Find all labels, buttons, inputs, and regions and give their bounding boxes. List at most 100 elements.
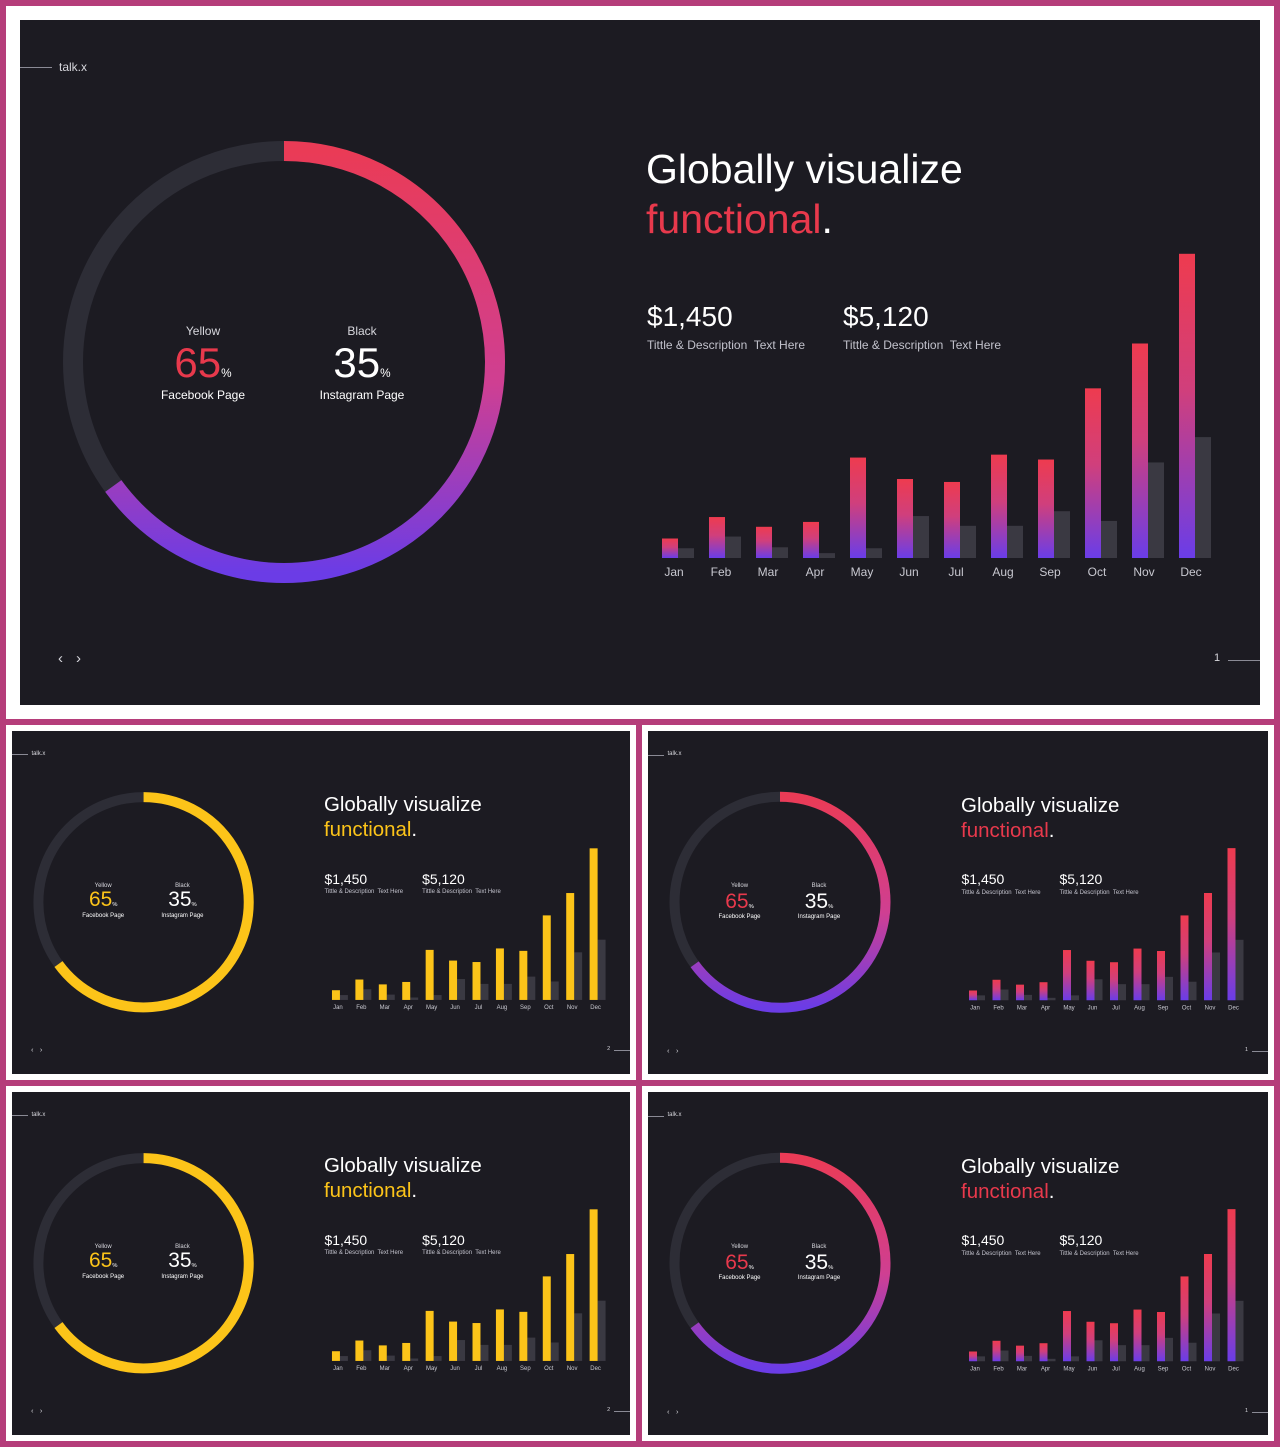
brand-logo: talk.x xyxy=(31,750,46,757)
bar-primary-jan xyxy=(331,1351,340,1361)
donut-left-caption: Yellow xyxy=(730,883,749,889)
page-rule xyxy=(614,1049,630,1051)
x-tick-label: Jun xyxy=(1088,1005,1098,1011)
slide-title: Globally visualize functional. xyxy=(646,144,963,244)
bar-secondary-apr xyxy=(410,997,419,1000)
slide-graphics: Jan Feb Mar Apr May Jun Jul Aug Sep Oct Nov Dec xyxy=(669,791,1244,1013)
page-rule xyxy=(1228,660,1260,661)
title-line-2: functional. xyxy=(961,1179,1119,1204)
brand-rule xyxy=(648,1115,664,1117)
title-period: . xyxy=(821,196,833,242)
bar-secondary-mar xyxy=(1024,994,1032,1001)
x-tick-label: Jul xyxy=(1112,1366,1120,1372)
bar-primary-jun xyxy=(897,479,913,558)
x-tick-label: Feb xyxy=(711,565,732,579)
stat-2: $5,120 Tittle & Description Text Here xyxy=(1060,1232,1139,1257)
donut-left-percent: 65% xyxy=(128,342,278,384)
bar-secondary-may xyxy=(866,548,882,558)
brand-logo: talk.x xyxy=(667,1112,682,1118)
bar-secondary-jun xyxy=(457,979,466,1000)
x-tick-label: Apr xyxy=(806,565,825,579)
next-slide-button[interactable]: › xyxy=(39,1044,43,1054)
x-tick-label: Jun xyxy=(450,1366,460,1372)
bar-primary-may xyxy=(850,457,866,558)
donut-arc xyxy=(54,792,254,1013)
donut-left-percent: 65% xyxy=(702,891,777,912)
bar-secondary-feb xyxy=(1000,989,1009,1001)
bar-primary-jun xyxy=(449,960,458,1000)
donut-right-caption: Black xyxy=(175,882,190,889)
bar-primary-apr xyxy=(402,1342,411,1361)
slide-2[interactable]: talk.x Jan Feb Mar Apr May Jun Jul Aug Sep Oct Nov D… xyxy=(12,731,630,1074)
bar-secondary-dec xyxy=(1235,1300,1244,1362)
x-tick-label: Nov xyxy=(1205,1005,1216,1011)
bar-secondary-jun xyxy=(913,516,929,558)
prev-slide-button[interactable]: ‹ xyxy=(30,1044,34,1054)
bar-primary-dec xyxy=(1179,253,1195,559)
x-tick-label: Jun xyxy=(899,565,918,579)
stat-1-description: Tittle & Description Text Here xyxy=(647,338,806,352)
bar-secondary-may xyxy=(1071,1356,1079,1362)
bar-primary-jan xyxy=(331,990,340,1000)
stat-2-value: $5,120 xyxy=(1059,1232,1103,1248)
prev-slide-button[interactable]: ‹ xyxy=(30,1405,34,1415)
bar-primary-may xyxy=(425,1310,434,1361)
stat-2-description: Tittle & Description Text Here xyxy=(1059,890,1139,896)
donut-left-label: Facebook Page xyxy=(82,913,125,920)
prev-slide-button[interactable]: ‹ xyxy=(667,1046,670,1055)
bar-secondary-jun xyxy=(1094,1340,1103,1362)
stat-1: $1,450 Tittle & Description Text Here xyxy=(962,1232,1041,1257)
bar-primary-may xyxy=(1063,950,1071,1001)
donut-left-value: 65 xyxy=(174,339,222,386)
slide-1[interactable]: talk.x Jan Feb Mar Apr May Jun Jul Aug Sep Oct Nov D… xyxy=(20,20,1260,705)
bar-primary-jan xyxy=(969,1351,977,1362)
bar-secondary-nov xyxy=(574,952,583,1000)
stat-1-value: $1,450 xyxy=(324,870,368,887)
next-slide-button[interactable]: › xyxy=(676,1046,679,1055)
slide-3[interactable]: talk.x Jan Feb Mar Apr May Jun Jul Aug Sep Oct Nov D… xyxy=(648,731,1268,1074)
bar-secondary-apr xyxy=(1047,997,1056,1001)
x-tick-label: Aug xyxy=(1134,1005,1145,1011)
donut-left-stat: Yellow 65% Facebook Page xyxy=(702,883,777,920)
page-number: 1 xyxy=(1214,652,1221,664)
next-slide-button[interactable]: › xyxy=(39,1405,43,1415)
x-tick-label: Jul xyxy=(475,1005,483,1011)
bar-secondary-aug xyxy=(503,983,512,1000)
stat-2: $5,120 Tittle & Description Text Here xyxy=(422,1232,501,1257)
prev-slide-button[interactable]: ‹ xyxy=(667,1407,670,1416)
donut-right-value: 35 xyxy=(168,888,192,912)
x-tick-label: May xyxy=(1063,1366,1074,1372)
x-tick-label: Mar xyxy=(1017,1366,1027,1372)
bar-primary-mar xyxy=(378,1345,387,1361)
bar-secondary-jan xyxy=(977,995,985,1001)
stat-2-value: $5,120 xyxy=(422,1231,465,1248)
bar-primary-feb xyxy=(355,1340,364,1361)
donut-right-stat: Black 35% Instagram Page xyxy=(782,1244,857,1281)
donut-right-percent: 35% xyxy=(782,1252,857,1273)
bar-secondary-aug xyxy=(1141,984,1150,1001)
donut-left-caption: Yellow xyxy=(94,882,112,889)
bar-secondary-jul xyxy=(960,525,976,558)
bar-secondary-may xyxy=(433,1356,442,1361)
stat-2-description: Tittle & Description Text Here xyxy=(422,1250,501,1257)
page-number: 1 xyxy=(1245,1047,1249,1053)
donut-left-percent: 65% xyxy=(66,1251,141,1272)
x-tick-label: May xyxy=(851,565,874,579)
donut-left-value: 65 xyxy=(725,890,749,913)
bar-secondary-feb xyxy=(363,1350,372,1361)
title-highlight: functional xyxy=(323,1179,412,1202)
donut-left-caption: Yellow xyxy=(730,1244,749,1250)
slide-4[interactable]: talk.x Jan Feb Mar Apr May Jun Jul Aug Sep Oct Nov D… xyxy=(12,1092,630,1435)
bar-secondary-nov xyxy=(574,1313,583,1361)
next-slide-button[interactable]: › xyxy=(676,1407,679,1416)
stat-1: $1,450 Tittle & Description Text Here xyxy=(647,300,805,352)
bar-secondary-oct xyxy=(1101,520,1117,558)
page-rule xyxy=(1252,1051,1268,1052)
next-slide-button[interactable]: › xyxy=(76,650,81,667)
prev-slide-button[interactable]: ‹ xyxy=(58,650,63,667)
title-line-2: functional. xyxy=(324,818,482,843)
brand-logo: talk.x xyxy=(667,751,682,757)
x-tick-label: Oct xyxy=(544,1005,554,1011)
slide-5[interactable]: talk.x Jan Feb Mar Apr May Jun Jul Aug Sep Oct Nov D… xyxy=(648,1092,1268,1435)
bar-secondary-aug xyxy=(1007,525,1023,558)
